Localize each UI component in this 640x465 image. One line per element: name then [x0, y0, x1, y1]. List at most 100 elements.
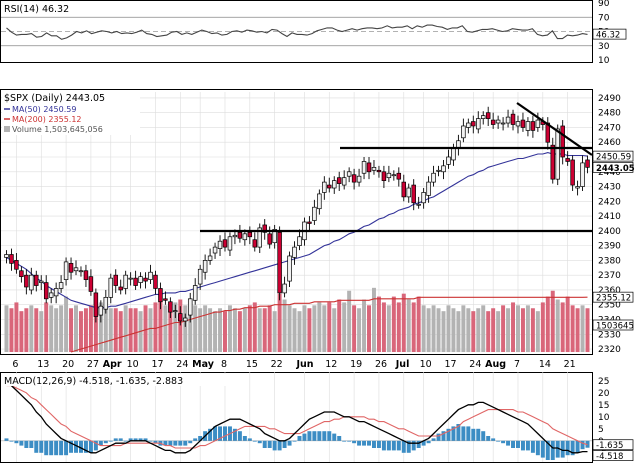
price-tick-label: 2460 — [598, 138, 621, 148]
macd-histogram-bar — [391, 440, 396, 451]
volume-bar — [148, 308, 153, 352]
macd-histogram-bar — [218, 426, 223, 441]
candle-body — [327, 184, 332, 189]
candle-body — [148, 271, 153, 280]
volume-bar — [39, 311, 44, 352]
volume-bar — [550, 290, 555, 352]
volume-bar — [158, 299, 163, 352]
macd-histogram-bar — [426, 440, 431, 444]
volume-bar — [481, 305, 486, 352]
macd-histogram-bar — [247, 438, 252, 441]
macd-histogram-bar — [108, 440, 113, 442]
date-tick-label: 24 — [176, 359, 188, 370]
macd-histogram-bar — [535, 440, 540, 456]
macd-header-box — [2, 374, 228, 386]
candle-body — [560, 125, 565, 158]
candle-body — [163, 298, 168, 301]
macd-histogram-bar — [113, 438, 118, 441]
volume-bar — [317, 302, 322, 352]
volume-bar — [9, 308, 14, 352]
candle-body — [143, 277, 148, 282]
candle-body — [451, 147, 456, 161]
macd-histogram-bar — [4, 438, 9, 441]
date-tick-label: 21 — [564, 359, 576, 370]
volume-bar — [128, 308, 133, 352]
date-tick-label: 26 — [375, 359, 387, 370]
price-header: $SPX (Daily) 2443.05 — [4, 93, 105, 104]
date-tick-label: 10 — [420, 359, 432, 370]
candle-body — [63, 261, 69, 280]
macd-histogram-bar — [471, 428, 476, 441]
macd-histogram-bar — [461, 426, 466, 441]
volume-bar — [516, 305, 520, 352]
volume-bar — [441, 311, 446, 352]
macd-histogram-bar — [93, 440, 98, 451]
price-tick-label: 2470 — [598, 123, 621, 133]
macd-histogram-bar — [153, 440, 158, 444]
macd-histogram-bar — [24, 440, 29, 448]
volume-bar — [381, 302, 386, 352]
date-tick-label: 6 — [12, 359, 18, 370]
volume-bar — [302, 305, 307, 352]
macd-histogram-bar — [302, 433, 307, 441]
volume-bar — [327, 302, 332, 352]
macd-histogram-bar — [178, 440, 183, 446]
candle-body — [88, 276, 94, 292]
volume-value-box — [592, 319, 634, 331]
macd-histogram-bar — [575, 440, 580, 453]
candle-body — [68, 263, 74, 273]
macd-histogram-bar — [525, 440, 530, 451]
macd-histogram-bar — [332, 433, 337, 441]
candle-body — [158, 288, 163, 303]
ma200-legend: MA(200) 2355.12 — [12, 115, 82, 124]
candle-body — [133, 277, 138, 286]
candle-body — [411, 184, 416, 204]
rsi-header-box — [2, 2, 86, 15]
macd-histogram-bar — [39, 440, 44, 453]
volume-bar — [426, 308, 431, 352]
volume-bar — [143, 305, 148, 352]
macd-histogram-bar — [163, 440, 168, 446]
macd-histogram-bar — [223, 426, 227, 441]
macd-tick-label: 5 — [598, 425, 604, 435]
volume-bar — [203, 305, 208, 352]
price-tick-label: 2420 — [598, 197, 621, 207]
candle-body — [93, 292, 99, 317]
candle-body — [222, 239, 228, 248]
volume-bar — [218, 308, 223, 352]
date-tick-label: 14 — [539, 359, 551, 370]
macd-signal-line — [6, 385, 588, 449]
macd-histogram-bar — [550, 440, 555, 460]
volume-bar — [347, 290, 352, 352]
macd-histogram-bar — [516, 440, 520, 448]
macd-histogram-bar — [98, 440, 103, 446]
volume-bar — [29, 305, 34, 352]
macd-histogram-bar — [486, 436, 491, 441]
macd-panel-frame — [0, 372, 593, 463]
date-tick-label: 7 — [514, 359, 520, 370]
macd-histogram-bar — [481, 431, 486, 441]
candle-body — [515, 121, 521, 127]
macd-histogram-bar — [198, 436, 203, 441]
macd-histogram-bar — [232, 428, 237, 441]
date-tick-label: 15 — [246, 359, 258, 370]
ma200-value-box-label: 2355.12 — [596, 294, 631, 304]
rsi-tick-label: 70 — [598, 13, 610, 23]
volume-bar — [292, 308, 297, 352]
date-tick-label: 13 — [37, 359, 49, 370]
candle-body — [43, 282, 49, 300]
candle-body — [138, 276, 143, 283]
price-tick-label: 2480 — [598, 109, 621, 119]
volume-value-label: 1503645 — [596, 322, 634, 332]
candle-body — [58, 282, 64, 289]
moving-average-layer — [6, 152, 588, 353]
macd-histogram-bar — [64, 440, 69, 456]
candle-body — [471, 121, 476, 127]
volume-bar — [282, 299, 287, 352]
rsi-tick-label: 10 — [598, 56, 610, 66]
candle-body — [257, 227, 262, 248]
date-tick-label: 27 — [87, 359, 99, 370]
candle-body — [391, 174, 397, 177]
volume-bar — [247, 305, 252, 352]
volume-bar — [188, 308, 193, 352]
